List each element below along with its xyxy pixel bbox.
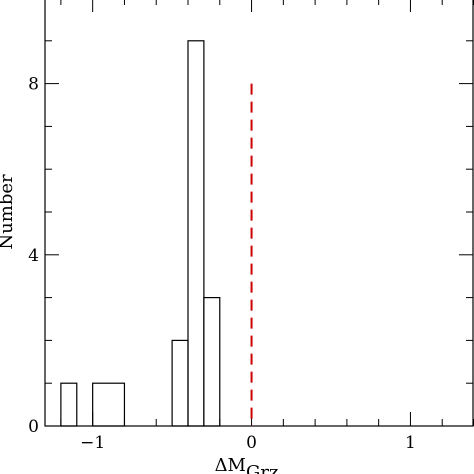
histogram-bar <box>171 339 189 427</box>
y-axis-label: Number <box>0 174 17 250</box>
x-tick-label: −1 <box>80 433 105 453</box>
x-tick-label: 0 <box>246 433 257 453</box>
y-tick-label: 0 <box>28 417 39 437</box>
plot-frame <box>44 0 474 427</box>
histogram-bar <box>60 382 78 427</box>
tick-labels: −1 0 1 0 4 8 <box>28 75 416 453</box>
histogram-bar <box>203 297 221 427</box>
histogram-bar <box>92 382 126 427</box>
y-tick-label: 4 <box>28 246 39 266</box>
plot-border <box>44 0 474 427</box>
x-axis-label: ΔM <box>215 455 246 474</box>
x-axis-label-main: ΔM <box>215 455 246 474</box>
histogram-bar <box>187 40 205 427</box>
y-tick-label: 8 <box>28 75 39 95</box>
x-tick-label: 1 <box>405 433 416 453</box>
histogram-bars <box>60 40 221 427</box>
x-axis-label-subscript: Grz <box>246 462 278 474</box>
axis-ticks <box>45 0 474 427</box>
